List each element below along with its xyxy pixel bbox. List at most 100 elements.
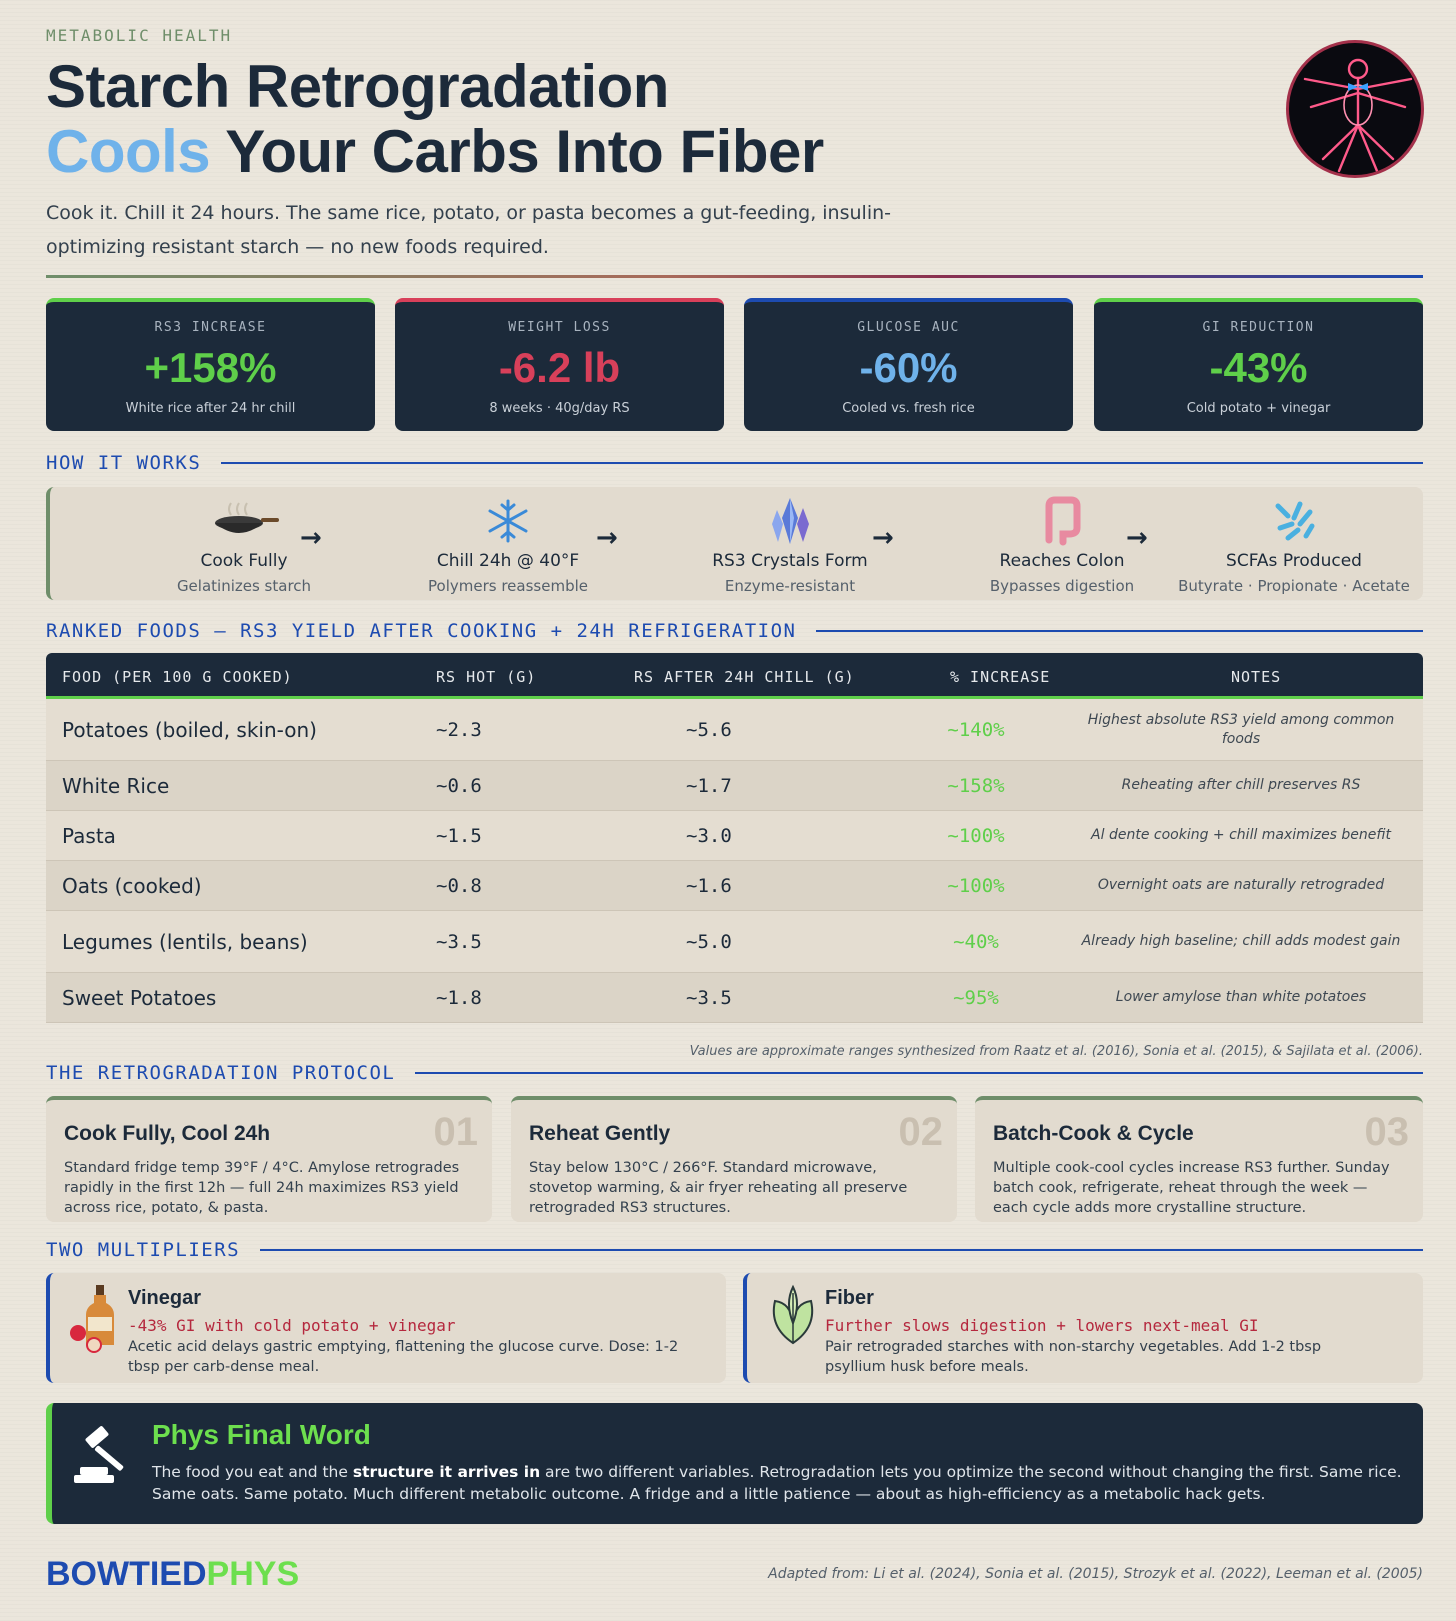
- stat-sub: White rice after 24 hr chill: [125, 401, 296, 416]
- cell-food: Legumes (lentils, beans): [62, 929, 308, 954]
- section-rule: [221, 462, 1423, 464]
- cell-increase: ~100%: [947, 874, 1005, 897]
- step-reaches-colon: Reaches Colon Bypasses digestion: [942, 495, 1182, 595]
- section-title: TWO MULTIPLIERS: [46, 1239, 241, 1261]
- section-header-ranked-foods: RANKED FOODS — RS3 YIELD AFTER COOKING +…: [46, 619, 1423, 643]
- brand-logo: BOWTIEDPHYS: [46, 1555, 299, 1594]
- column-header-rs-chill: RS AFTER 24H CHILL (G): [634, 668, 855, 686]
- stat-label: WEIGHT LOSS: [508, 320, 611, 335]
- cell-rs-hot: ~2.3: [436, 718, 482, 741]
- protocol-number: 01: [433, 1110, 479, 1154]
- table-row: Sweet Potatoes ~1.8 ~3.5 ~95% Lower amyl…: [46, 973, 1423, 1023]
- protocol-body: Standard fridge temp 39°F / 4°C. Amylose…: [64, 1160, 460, 1216]
- stat-sub: Cold potato + vinegar: [1186, 401, 1331, 416]
- table-row: Oats (cooked) ~0.8 ~1.6 ~100% Overnight …: [46, 861, 1423, 911]
- cell-rs-chill: ~5.0: [686, 930, 732, 953]
- stat-card-rs3-increase: RS3 INCREASE +158% White rice after 24 h…: [46, 298, 375, 431]
- protocol-card-cook-cool: Cook Fully, Cool 24h 01 Standard fridge …: [46, 1096, 492, 1222]
- crystal-icon: [670, 495, 910, 547]
- brand-part2: PHYS: [206, 1555, 300, 1593]
- section-title: THE RETROGRADATION PROTOCOL: [46, 1062, 396, 1084]
- cell-note: Lower amylose than white potatoes: [1115, 989, 1367, 1005]
- protocol-title: Reheat Gently: [529, 1122, 671, 1145]
- protocol-card-batch-cook: Batch-Cook & Cycle 03 Multiple cook-cool…: [975, 1096, 1423, 1222]
- stat-card-weight-loss: WEIGHT LOSS -6.2 lb 8 weeks · 40g/day RS: [395, 298, 724, 431]
- protocol-body: Multiple cook-cool cycles increase RS3 f…: [993, 1160, 1390, 1216]
- brand-part1: BOWTIED: [46, 1555, 207, 1593]
- final-word-panel: Phys Final Word The food you eat and the…: [46, 1403, 1423, 1524]
- cell-rs-hot: ~1.5: [436, 824, 482, 847]
- section-header-how-it-works: HOW IT WORKS: [46, 451, 1423, 475]
- cell-increase: ~40%: [953, 930, 999, 953]
- cell-note: Already high baseline; chill adds modest…: [1081, 933, 1401, 949]
- column-header-increase: % INCREASE: [950, 668, 1051, 686]
- table-header: FOOD (PER 100 G COOKED) RS HOT (G) RS AF…: [46, 653, 1423, 699]
- step-name: RS3 Crystals Form: [712, 551, 868, 571]
- arrow-icon: →: [872, 523, 894, 553]
- column-header-notes: NOTES: [1231, 668, 1282, 686]
- cell-note: Reheating after chill preserves RS: [1121, 777, 1361, 793]
- table-row: White Rice ~0.6 ~1.7 ~158% Reheating aft…: [46, 761, 1423, 811]
- stat-sub: Cooled vs. fresh rice: [842, 401, 975, 416]
- header-divider: [46, 275, 1423, 278]
- final-word-heading: Phys Final Word: [152, 1419, 371, 1450]
- cell-food: Sweet Potatoes: [62, 985, 217, 1010]
- bacteria-icon: [1164, 495, 1424, 547]
- final-body-post: are two different variables. Retrogradat…: [152, 1463, 1402, 1503]
- page-title-line1: Starch Retrogradation: [46, 53, 669, 120]
- stat-value: -60%: [859, 344, 958, 391]
- stat-label: RS3 INCREASE: [154, 320, 267, 335]
- stat-value: -43%: [1209, 344, 1308, 391]
- cell-food: Pasta: [62, 823, 116, 848]
- protocol-card-reheat: Reheat Gently 02 Stay below 130°C / 266°…: [511, 1096, 957, 1222]
- vitruvian-figure-icon: [1303, 58, 1413, 173]
- column-header-food: FOOD (PER 100 G COOKED): [62, 668, 293, 686]
- step-name: Cook Fully: [200, 551, 288, 571]
- cell-rs-hot: ~1.8: [436, 986, 482, 1009]
- final-body-emphasis: structure it arrives in: [352, 1463, 541, 1481]
- step-name: SCFAs Produced: [1226, 551, 1362, 571]
- protocol-title: Batch-Cook & Cycle: [993, 1122, 1194, 1145]
- step-name: Chill 24h @ 40°F: [436, 551, 580, 571]
- cell-increase: ~100%: [947, 824, 1005, 847]
- column-header-rs-hot: RS HOT (G): [436, 668, 537, 686]
- title-line2-rest: Your Carbs Into Fiber: [210, 118, 824, 185]
- vitruvian-figure-logo: [1286, 40, 1424, 178]
- step-chill: Chill 24h @ 40°F Polymers reassemble: [388, 495, 628, 595]
- cell-rs-chill: ~1.7: [686, 774, 732, 797]
- table-row: Potatoes (boiled, skin-on) ~2.3 ~5.6 ~14…: [46, 699, 1423, 761]
- page-title-line2: Cools Your Carbs Into Fiber: [46, 117, 824, 186]
- stat-value: -6.2 lb: [498, 344, 621, 391]
- cell-rs-chill: ~5.6: [686, 718, 732, 741]
- cell-food: Oats (cooked): [62, 873, 202, 898]
- section-rule: [415, 1072, 1423, 1074]
- cell-note: Overnight oats are naturally retrograded: [1097, 877, 1385, 893]
- cell-rs-chill: ~3.5: [686, 986, 732, 1009]
- multiplier-title: Vinegar: [128, 1287, 201, 1309]
- stat-label: GI REDUCTION: [1202, 320, 1315, 335]
- step-desc: Enzyme-resistant: [724, 577, 856, 595]
- arrow-icon: →: [1126, 523, 1148, 553]
- cell-increase: ~158%: [947, 774, 1005, 797]
- cell-increase: ~95%: [953, 986, 999, 1009]
- stat-card-glucose-auc: GLUCOSE AUC -60% Cooled vs. fresh rice: [744, 298, 1073, 431]
- section-rule: [260, 1249, 1423, 1251]
- cell-rs-hot: ~3.5: [436, 930, 482, 953]
- section-rule: [816, 630, 1423, 632]
- cell-note: Al dente cooking + chill maximizes benef…: [1091, 827, 1391, 843]
- gavel-icon: [72, 1425, 138, 1497]
- cell-note: Highest absolute RS3 yield among common …: [1087, 711, 1395, 747]
- step-cook-fully: Cook Fully Gelatinizes starch: [124, 495, 364, 595]
- protocol-title: Cook Fully, Cool 24h: [64, 1122, 271, 1145]
- multiplier-card-vinegar: Vinegar -43% GI with cold potato + vineg…: [46, 1273, 726, 1383]
- step-desc: Butyrate · Propionate · Acetate: [1178, 577, 1410, 595]
- step-name: Reaches Colon: [999, 551, 1125, 571]
- protocol-body: Stay below 130°C / 266°F. Standard micro…: [529, 1160, 908, 1216]
- final-word-body: The food you eat and the structure it ar…: [152, 1461, 1402, 1505]
- multiplier-title: Fiber: [825, 1287, 874, 1309]
- lead-paragraph: Cook it. Chill it 24 hours. The same ric…: [46, 202, 891, 258]
- title-accent-word: Cools: [46, 118, 211, 185]
- table-row: Pasta ~1.5 ~3.0 ~100% Al dente cooking +…: [46, 811, 1423, 861]
- cell-food: Potatoes (boiled, skin-on): [62, 717, 317, 742]
- cell-food: White Rice: [62, 773, 170, 798]
